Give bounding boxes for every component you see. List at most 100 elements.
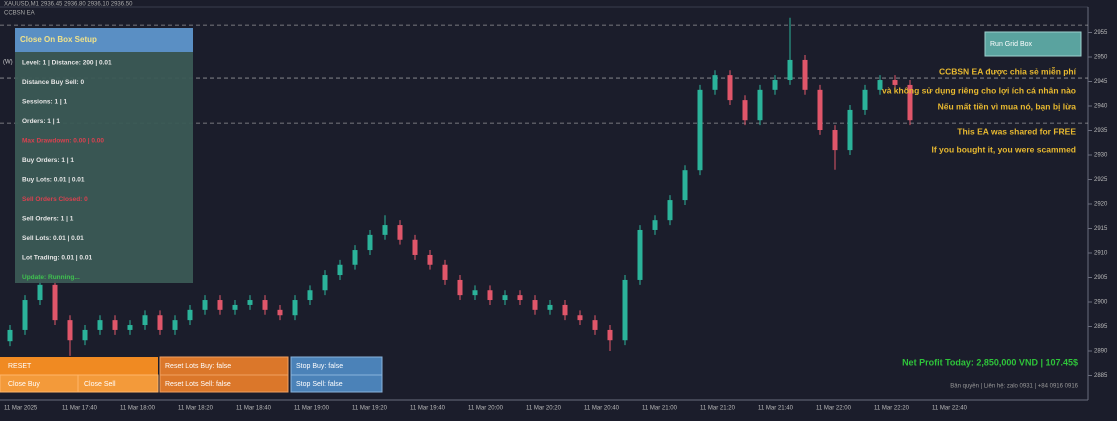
net-profit: Net Profit Today: 2,850,000 VND | 107.45… xyxy=(902,357,1078,367)
y-tick-label: 2925 xyxy=(1094,177,1108,183)
x-tick-label: 11 Mar 18:00 xyxy=(120,406,156,412)
y-tick-label: 2910 xyxy=(1094,251,1108,257)
reset-sell-label: Reset Lots Sell: false xyxy=(165,381,231,388)
candle-body xyxy=(337,264,343,276)
panel-row: Buy Orders: 1 | 1 xyxy=(22,157,74,164)
candle-body xyxy=(172,320,178,330)
candle-body xyxy=(637,229,643,280)
candle-body xyxy=(787,59,793,81)
x-tick-label: 11 Mar 18:40 xyxy=(236,406,272,412)
candle-body xyxy=(487,290,493,301)
candle-body xyxy=(247,300,253,305)
candle-body xyxy=(82,329,88,341)
candle-body xyxy=(772,80,778,90)
notices: CCBSN EA được chia sẻ miễn phí và không s… xyxy=(882,66,1077,154)
candle-body xyxy=(412,239,418,255)
candle-body xyxy=(742,100,748,121)
candle-body xyxy=(907,84,913,121)
panel-row: Lot Trading: 0.01 | 0.01 xyxy=(22,255,92,262)
candle-body xyxy=(187,309,193,321)
candle-body xyxy=(727,75,733,101)
candle-body xyxy=(322,275,328,291)
y-tick-label: 2930 xyxy=(1094,153,1108,159)
stop-sell-label: Stop Sell: false xyxy=(296,381,343,388)
x-tick-label: 11 Mar 20:20 xyxy=(526,406,562,412)
panel-row: Sell Orders: 1 | 1 xyxy=(22,216,74,223)
candle-body xyxy=(292,300,298,316)
y-tick-label: 2915 xyxy=(1094,226,1108,232)
candle-body xyxy=(892,80,898,85)
symbol-info: XAUUSD,M1 2936.45 2936.80 2936.10 2936.5… xyxy=(4,2,133,8)
candle-body xyxy=(7,329,13,342)
y-tick-label: 2935 xyxy=(1094,128,1108,134)
candle-body xyxy=(112,320,118,330)
candle-body xyxy=(37,284,43,301)
candle-body xyxy=(442,264,448,280)
x-tick-label: 11 Mar 17:40 xyxy=(62,406,98,412)
footer: Bản quyền | Liên hệ: zalo 0931 | +84 091… xyxy=(950,384,1078,390)
stop-sell-button[interactable] xyxy=(290,374,383,393)
y-tick-label: 2945 xyxy=(1094,79,1108,85)
candle-body xyxy=(397,225,403,240)
candle-body xyxy=(757,89,763,121)
close-sell-button[interactable] xyxy=(77,374,159,393)
candle-body xyxy=(232,304,238,310)
candle-body xyxy=(847,109,853,151)
notice: This EA was shared for FREE xyxy=(957,126,1076,136)
candle-body xyxy=(562,304,568,316)
candles xyxy=(0,17,1088,356)
x-tick-label: 11 Mar 22:00 xyxy=(816,406,852,412)
x-tick-label: 11 Mar 21:40 xyxy=(758,406,794,412)
candle-body xyxy=(367,234,373,251)
candle-body xyxy=(862,89,868,110)
y-tick-label: 2905 xyxy=(1094,275,1108,281)
candle-body xyxy=(67,320,73,341)
reset-sell-button[interactable] xyxy=(159,374,289,393)
candle-body xyxy=(502,295,508,301)
notice: Nếu mất tiền vì mua nó, bạn bị lừa xyxy=(938,101,1077,111)
candle-body xyxy=(472,290,478,296)
candle-body xyxy=(682,170,688,201)
panel-row: Max Drawdown: 0.00 | 0.00 xyxy=(22,138,104,145)
x-tick-label: 11 Mar 22:20 xyxy=(874,406,910,412)
grid-button[interactable] xyxy=(984,31,1082,57)
candle-body xyxy=(547,304,553,310)
panel-title: Close On Box Setup xyxy=(20,35,97,44)
candle-body xyxy=(142,315,148,326)
x-tick-label: 11 Mar 19:20 xyxy=(352,406,388,412)
candle-body xyxy=(352,250,358,265)
x-tick-label: 11 Mar 19:00 xyxy=(294,406,330,412)
reset-button[interactable] xyxy=(0,357,158,375)
x-tick-label: 11 Mar 18:20 xyxy=(178,406,214,412)
candle-body xyxy=(517,295,523,301)
candle-body xyxy=(832,130,838,151)
x-tick-label: 11 Mar 21:00 xyxy=(642,406,678,412)
panel-row: Sessions: 1 | 1 xyxy=(22,99,68,106)
candle-body xyxy=(577,315,583,321)
info-panel xyxy=(15,28,193,283)
candle-body xyxy=(877,80,883,90)
candle-body xyxy=(712,75,718,90)
panel-row: Orders: 1 | 1 xyxy=(22,118,60,125)
x-tick-label: 11 Mar 20:00 xyxy=(468,406,504,412)
panel-row: Buy Lots: 0.01 | 0.01 xyxy=(22,177,85,184)
candle-body xyxy=(697,89,703,171)
y-tick-label: 2940 xyxy=(1094,104,1108,110)
candle-body xyxy=(217,300,223,310)
candle-body xyxy=(262,300,268,310)
candle-body xyxy=(667,200,673,221)
y-tick-label: 2955 xyxy=(1094,30,1108,36)
candle-body xyxy=(52,284,58,321)
y-tick-label: 2890 xyxy=(1094,349,1108,355)
x-tick-label: 11 Mar 2025 xyxy=(4,406,38,412)
y-tick-label: 2900 xyxy=(1094,300,1108,306)
candle-body xyxy=(817,89,823,131)
close-buy-label: Close Buy xyxy=(8,381,40,388)
notice: CCBSN EA được chia sẻ miễn phí xyxy=(939,66,1077,76)
candle-body xyxy=(457,279,463,296)
candle-body xyxy=(607,329,613,341)
panel-rows: Level: 1 | Distance: 200 | 0.01 Distance … xyxy=(22,60,112,282)
notice: If you bought it, you were scammed xyxy=(931,144,1076,154)
mode: (W) xyxy=(3,60,13,66)
